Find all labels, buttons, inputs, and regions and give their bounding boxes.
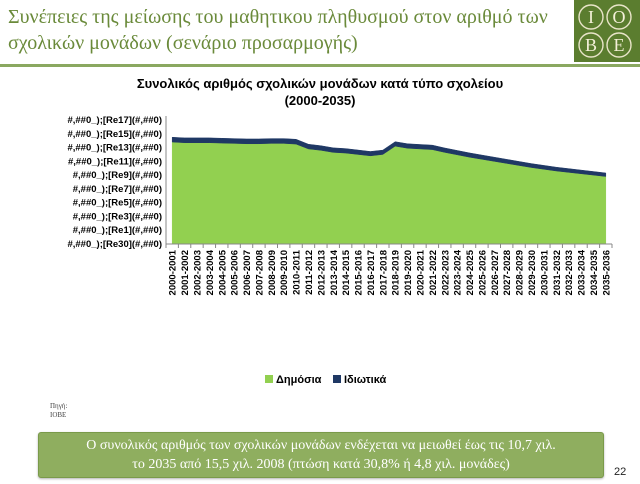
legend-label-0: Δημόσια [276, 374, 322, 386]
x-tick-label: 2019-2020 [403, 250, 414, 295]
source-label: Πηγή: [50, 402, 68, 410]
x-tick-label: 2030-2031 [539, 249, 550, 295]
x-tick-label: 2010-2011 [292, 249, 303, 295]
y-tick-label: #,##0_);[Re9](#,##0) [73, 170, 162, 181]
x-tick-label: 2025-2026 [477, 250, 488, 295]
source-note: Πηγή: ΙΟΒΕ [50, 402, 67, 420]
header-divider [0, 64, 640, 67]
x-tick-label: 2001-2002 [180, 250, 191, 295]
x-tick-label: 2024-2025 [465, 249, 476, 295]
chart-container: Συνολικός αριθμός σχολικών μονάδων κατά … [0, 70, 640, 430]
y-tick-label: #,##0_);[Re15](#,##0) [67, 129, 162, 140]
x-tick-label: 2003-2004 [205, 249, 216, 295]
y-tick-label: #,##0_);[Re3](#,##0) [73, 211, 162, 222]
school-units-area-chart: Συνολικός αριθμός σχολικών μονάδων κατά … [67, 76, 613, 386]
y-tick-label: #,##0_);[Re11](#,##0) [68, 156, 162, 167]
y-tick-label: #,##0_);[Re13](#,##0) [67, 143, 162, 154]
x-tick-label: 2002-2003 [192, 250, 203, 295]
x-tick-label: 2017-2018 [378, 250, 389, 295]
x-tick-label: 2000-2001 [168, 249, 179, 295]
x-tick-label: 2014-2015 [341, 249, 352, 295]
x-tick-label: 2035-2036 [601, 250, 612, 295]
x-tick-label: 2004-2005 [217, 249, 228, 295]
x-tick-label: 2013-2014 [329, 249, 340, 295]
x-tick-label: 2031-2032 [552, 250, 563, 295]
slide-title-line2: σχολικών μονάδων (σενάριο προσαρμογής) [8, 32, 358, 54]
x-tick-label: 2009-2010 [279, 250, 290, 295]
chart-title: Συνολικός αριθμός σχολικών μονάδων κατά … [137, 76, 504, 91]
x-tick-label: 2012-2013 [316, 250, 327, 295]
x-tick-label: 2032-2033 [564, 250, 575, 295]
x-tick-label: 2016-2017 [366, 250, 377, 295]
slide-title-line1: Συνέπειες της μείωσης του μαθητικου πληθ… [8, 6, 548, 28]
x-tick-label: 2020-2021 [415, 249, 426, 295]
y-tick-label: #,##0_);[Re17](#,##0) [67, 115, 162, 126]
x-tick-label: 2028-2029 [515, 250, 526, 295]
summary-line2: το 2035 από 15,5 χιλ. 2008 (πτώση κατά 3… [132, 457, 510, 472]
slide-header: Συνέπειες της μείωσης του μαθητικου πληθ… [0, 0, 640, 62]
y-tick-label: #,##0_);[Re1](#,##0) [73, 225, 162, 236]
legend-label-1: Ιδιωτικά [344, 374, 387, 386]
area-series-1 [171, 136, 607, 177]
x-tick-label: 2026-2027 [490, 250, 501, 295]
logo-letter-o: O [613, 7, 626, 27]
x-tick-label: 2022-2023 [440, 250, 451, 295]
x-tick-label: 2006-2007 [242, 250, 253, 295]
x-tick-label: 2033-2034 [577, 249, 588, 295]
legend-swatch-1 [333, 375, 341, 383]
x-tick-label: 2034-2035 [589, 249, 600, 295]
iobe-logo-graphic: I O B E [578, 4, 632, 58]
summary-line1: Ο συνολικός αριθμός των σχολικών μονάδων… [86, 438, 556, 453]
x-tick-label: 2018-2019 [391, 250, 402, 295]
y-tick-label: #,##0_);[Re5](#,##0) [73, 198, 162, 209]
area-series-0 [171, 141, 607, 245]
x-tick-label: 2011-2012 [304, 250, 315, 295]
chart-subtitle: (2000-2035) [285, 93, 356, 108]
logo-letter-i: I [588, 7, 594, 27]
x-tick-label: 2008-2009 [267, 250, 278, 295]
x-tick-label: 2027-2028 [502, 250, 513, 295]
y-tick-label: #,##0_);[Re30](#,##0) [67, 239, 162, 250]
logo-letter-e: E [614, 35, 625, 55]
x-tick-label: 2021-2022 [428, 250, 439, 295]
slide-title: Συνέπειες της μείωσης του μαθητικου πληθ… [8, 4, 568, 56]
x-tick-label: 2029-2030 [527, 250, 538, 295]
x-tick-label: 2023-2024 [453, 249, 464, 295]
iobe-logo: I O B E [574, 0, 640, 62]
logo-letter-b: B [585, 35, 597, 55]
x-tick-label: 2007-2008 [254, 250, 265, 295]
source-org: ΙΟΒΕ [50, 411, 67, 419]
page-number: 22 [614, 466, 627, 478]
summary-banner: Ο συνολικός αριθμός των σχολικών μονάδων… [38, 432, 604, 478]
legend-swatch-0 [265, 375, 273, 383]
x-tick-label: 2005-2006 [230, 250, 241, 295]
y-tick-label: #,##0_);[Re7](#,##0) [73, 184, 162, 195]
summary-text: Ο συνολικός αριθμός των σχολικών μονάδων… [39, 436, 603, 474]
x-tick-label: 2015-2016 [354, 250, 365, 295]
